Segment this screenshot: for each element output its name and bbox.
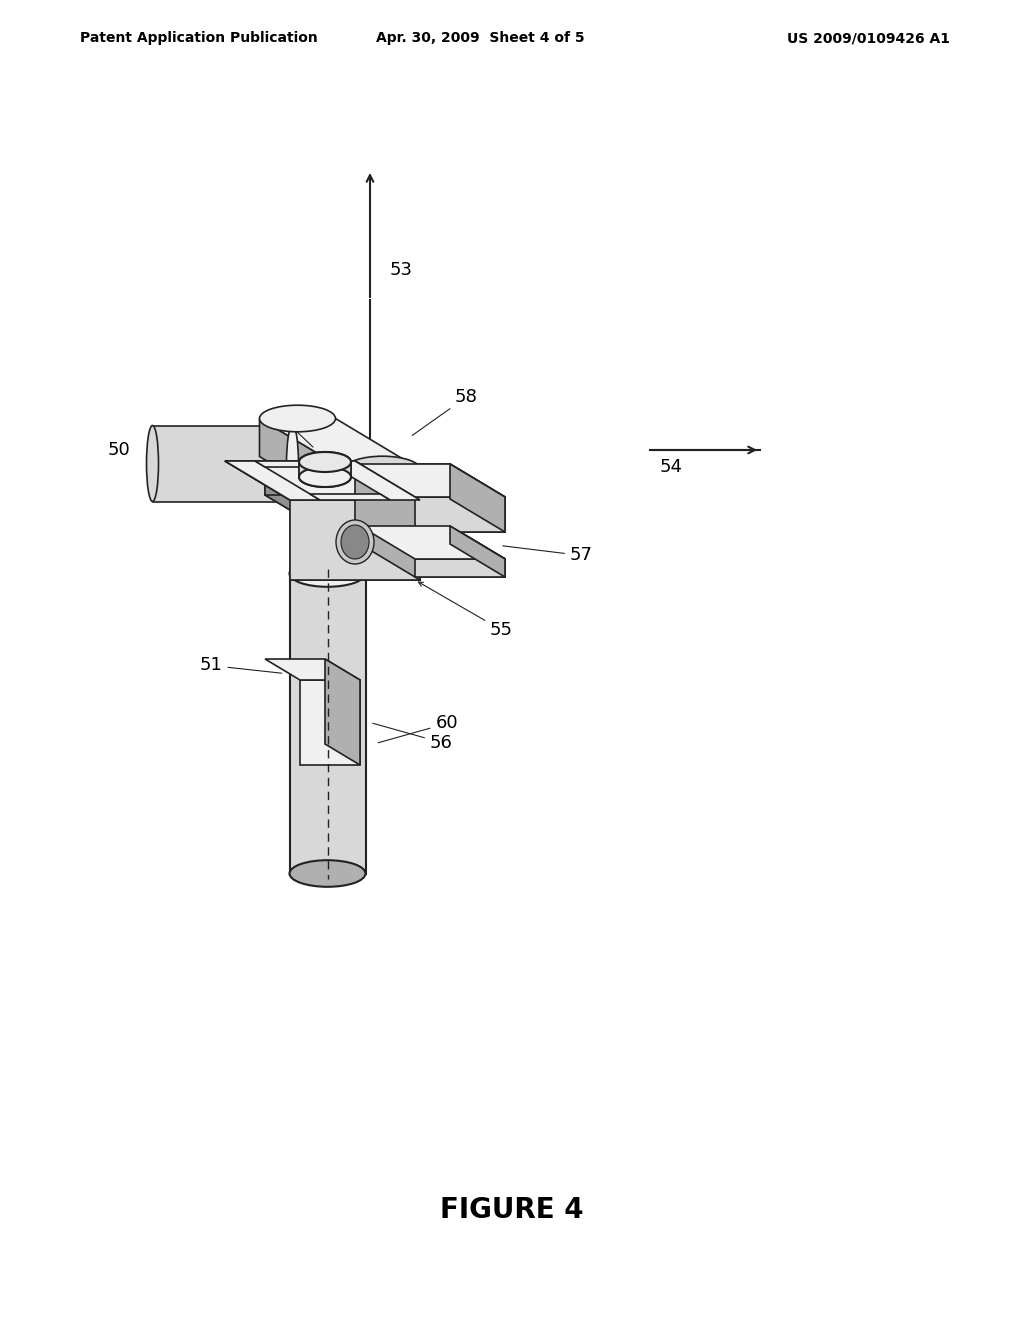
Polygon shape xyxy=(290,500,420,579)
Ellipse shape xyxy=(290,560,366,587)
Text: 60: 60 xyxy=(378,714,458,743)
Text: 54: 54 xyxy=(660,458,683,477)
Text: 51: 51 xyxy=(200,656,282,675)
Polygon shape xyxy=(415,558,505,577)
Polygon shape xyxy=(325,461,420,500)
Polygon shape xyxy=(225,461,319,500)
Ellipse shape xyxy=(299,467,351,487)
Ellipse shape xyxy=(299,451,351,473)
Polygon shape xyxy=(325,659,360,766)
Polygon shape xyxy=(450,465,505,532)
Polygon shape xyxy=(153,425,293,502)
Text: 53: 53 xyxy=(390,261,413,279)
Polygon shape xyxy=(265,467,335,495)
Text: Patent Application Publication: Patent Application Publication xyxy=(80,30,317,45)
Polygon shape xyxy=(255,461,335,467)
Polygon shape xyxy=(265,467,310,521)
Polygon shape xyxy=(259,418,344,507)
Text: FIGURE 4: FIGURE 4 xyxy=(440,1196,584,1224)
Ellipse shape xyxy=(287,425,299,502)
Polygon shape xyxy=(310,494,390,500)
Polygon shape xyxy=(415,558,505,577)
Polygon shape xyxy=(450,465,505,532)
Polygon shape xyxy=(290,500,420,579)
Polygon shape xyxy=(300,680,360,766)
Ellipse shape xyxy=(341,525,369,558)
Text: 58: 58 xyxy=(413,388,478,436)
Polygon shape xyxy=(360,525,505,558)
Polygon shape xyxy=(325,461,420,500)
Polygon shape xyxy=(450,525,505,577)
Text: 56: 56 xyxy=(373,723,453,751)
Polygon shape xyxy=(265,495,380,521)
Ellipse shape xyxy=(344,457,421,483)
Polygon shape xyxy=(360,525,505,558)
Text: 50: 50 xyxy=(108,441,131,459)
Polygon shape xyxy=(415,498,505,532)
Text: 57: 57 xyxy=(503,546,593,565)
Ellipse shape xyxy=(341,525,369,558)
Polygon shape xyxy=(335,467,380,521)
Polygon shape xyxy=(450,525,505,577)
Ellipse shape xyxy=(336,520,374,564)
Ellipse shape xyxy=(146,425,159,502)
Polygon shape xyxy=(299,462,351,477)
Text: US 2009/0109426 A1: US 2009/0109426 A1 xyxy=(787,30,950,45)
Ellipse shape xyxy=(259,405,336,432)
Polygon shape xyxy=(255,461,335,467)
Ellipse shape xyxy=(336,520,374,564)
Polygon shape xyxy=(225,461,420,500)
Text: 55: 55 xyxy=(419,582,513,639)
Ellipse shape xyxy=(299,467,351,487)
Text: Apr. 30, 2009  Sheet 4 of 5: Apr. 30, 2009 Sheet 4 of 5 xyxy=(376,30,585,45)
Polygon shape xyxy=(310,494,390,500)
Polygon shape xyxy=(450,525,505,577)
Polygon shape xyxy=(225,461,319,500)
Polygon shape xyxy=(225,461,420,500)
Polygon shape xyxy=(355,461,420,579)
Polygon shape xyxy=(360,465,505,498)
Polygon shape xyxy=(355,461,420,579)
Polygon shape xyxy=(290,573,366,874)
Ellipse shape xyxy=(299,451,351,473)
Polygon shape xyxy=(415,498,505,532)
Polygon shape xyxy=(265,659,360,680)
Polygon shape xyxy=(360,465,505,498)
Polygon shape xyxy=(259,418,421,470)
Ellipse shape xyxy=(290,861,366,887)
Text: 52: 52 xyxy=(270,408,313,447)
